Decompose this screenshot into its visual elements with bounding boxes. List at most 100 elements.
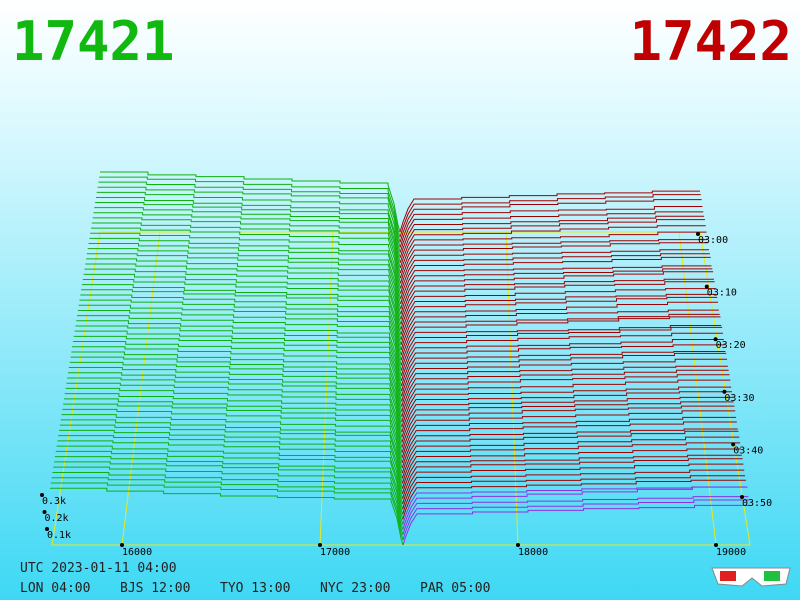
ask-line bbox=[399, 239, 708, 279]
time-label: 03:10 bbox=[707, 288, 737, 299]
time-label: 03:50 bbox=[742, 498, 772, 509]
ask-line bbox=[400, 301, 719, 346]
tick-dot bbox=[731, 442, 736, 447]
bid-line bbox=[76, 320, 402, 381]
bid-line bbox=[81, 284, 402, 346]
ask-line bbox=[401, 358, 728, 402]
ask-line bbox=[400, 316, 721, 361]
bid-line bbox=[50, 487, 404, 546]
price-grid-line bbox=[678, 231, 717, 546]
bid-line bbox=[52, 471, 404, 530]
bid-line bbox=[77, 309, 402, 371]
ask-line bbox=[402, 463, 744, 505]
ask-line bbox=[399, 199, 702, 243]
ask-line bbox=[402, 458, 743, 499]
ask-line bbox=[400, 293, 717, 335]
bid-line bbox=[97, 186, 401, 248]
ask-line bbox=[400, 288, 716, 330]
bid-line bbox=[98, 181, 401, 243]
ask-line bbox=[402, 499, 750, 541]
ask-line bbox=[400, 339, 724, 381]
tick-dot bbox=[696, 232, 700, 236]
ask-line bbox=[401, 405, 735, 448]
bid-line bbox=[89, 237, 402, 299]
bid-line bbox=[90, 227, 402, 289]
price-label: 17000 bbox=[320, 547, 350, 558]
bid-line bbox=[63, 398, 403, 458]
depth-lines bbox=[50, 171, 750, 546]
bid-line bbox=[66, 382, 403, 443]
city-clock: LON 04:00 bbox=[20, 581, 90, 596]
ask-line bbox=[401, 442, 741, 484]
ask-line bbox=[402, 475, 746, 515]
ask-line bbox=[400, 278, 714, 320]
bid-line bbox=[86, 253, 402, 315]
ask-line bbox=[402, 469, 745, 510]
bid-line bbox=[91, 222, 401, 284]
city-clock: NYC 23:00 bbox=[320, 581, 390, 596]
ask-line bbox=[401, 369, 729, 412]
bid-line bbox=[100, 171, 401, 233]
ask-line bbox=[400, 296, 718, 340]
ask-line bbox=[400, 324, 722, 366]
depth-label: 0.3k bbox=[42, 496, 66, 507]
ask-line bbox=[399, 231, 707, 274]
ask-line bbox=[399, 225, 706, 269]
time-label: 03:30 bbox=[724, 393, 754, 404]
bid-line bbox=[71, 351, 403, 412]
ask-line bbox=[401, 386, 732, 428]
bid-line bbox=[54, 456, 404, 515]
ask-line bbox=[400, 249, 710, 289]
ask-line bbox=[399, 190, 700, 233]
bid-line bbox=[77, 315, 402, 376]
ask-line bbox=[399, 206, 703, 248]
bid-line bbox=[74, 330, 403, 392]
ask-line bbox=[400, 242, 709, 284]
ask-line bbox=[401, 416, 737, 458]
bid-line bbox=[79, 299, 402, 361]
ask-line bbox=[400, 265, 712, 304]
bid-line bbox=[75, 325, 402, 387]
depth-label: 0.2k bbox=[45, 513, 69, 524]
price-label: 19000 bbox=[716, 547, 746, 558]
ask-line bbox=[400, 332, 723, 376]
bid-line bbox=[92, 217, 401, 279]
ask-line bbox=[401, 448, 741, 489]
price-label: 16000 bbox=[122, 547, 152, 558]
city-clock: BJS 12:00 bbox=[120, 581, 190, 596]
bid-line bbox=[50, 482, 404, 541]
bid-line bbox=[72, 346, 403, 407]
tick-dot bbox=[704, 284, 709, 289]
utc-time: UTC 2023-01-11 04:00 bbox=[20, 561, 177, 576]
ask-line bbox=[402, 486, 747, 525]
bid-line bbox=[83, 273, 402, 335]
ask-line bbox=[400, 309, 719, 351]
ask-line bbox=[400, 256, 711, 299]
ask-line bbox=[401, 428, 738, 469]
ask-line bbox=[401, 436, 740, 479]
bid-line bbox=[68, 367, 403, 428]
ask-line bbox=[401, 391, 732, 433]
ask-line bbox=[402, 486, 748, 530]
bid-line bbox=[65, 387, 403, 448]
ask-line bbox=[400, 326, 723, 371]
bid-line bbox=[51, 477, 404, 535]
glasses-icon[interactable] bbox=[711, 567, 791, 587]
bid-line bbox=[53, 466, 404, 525]
tick-dot bbox=[714, 543, 718, 547]
depth-label: 0.1k bbox=[47, 530, 71, 541]
bid-line bbox=[81, 289, 402, 351]
ask-line bbox=[400, 268, 713, 310]
bid-line bbox=[86, 258, 402, 320]
ask-line bbox=[401, 352, 727, 397]
bid-line bbox=[73, 335, 403, 397]
city-clock: TYO 13:00 bbox=[220, 581, 290, 596]
tick-dot bbox=[120, 543, 124, 547]
price-grid-line bbox=[121, 231, 161, 546]
bid-line bbox=[61, 414, 403, 474]
bid-line bbox=[68, 372, 403, 433]
ask-line bbox=[399, 211, 704, 253]
tick-dot bbox=[318, 543, 322, 547]
bid-line bbox=[94, 207, 401, 269]
bid-price: 17421 bbox=[12, 10, 175, 73]
